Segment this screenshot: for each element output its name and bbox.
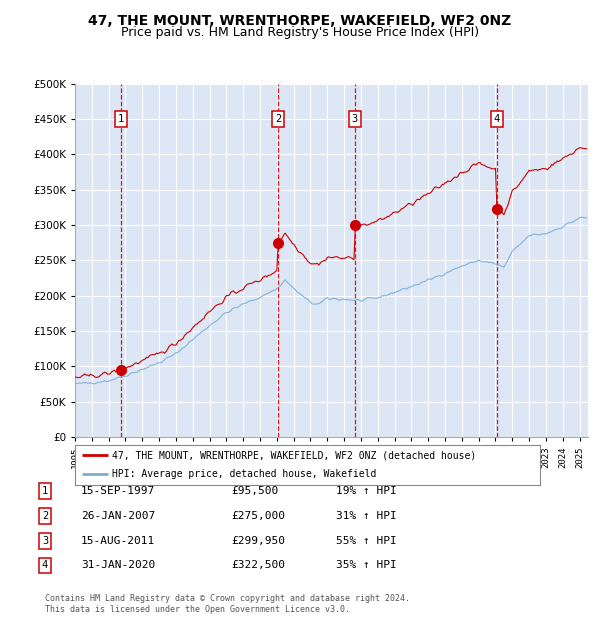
Text: £322,500: £322,500 [231, 560, 285, 570]
Text: 15-AUG-2011: 15-AUG-2011 [81, 536, 155, 546]
Text: £275,000: £275,000 [231, 511, 285, 521]
Text: 1: 1 [118, 114, 124, 124]
Text: 2: 2 [275, 114, 281, 124]
Text: £299,950: £299,950 [231, 536, 285, 546]
Text: 35% ↑ HPI: 35% ↑ HPI [336, 560, 397, 570]
Text: 3: 3 [42, 536, 48, 546]
Text: 3: 3 [352, 114, 358, 124]
Text: 4: 4 [494, 114, 500, 124]
Text: £95,500: £95,500 [231, 486, 278, 496]
Text: 47, THE MOUNT, WRENTHORPE, WAKEFIELD, WF2 0NZ (detached house): 47, THE MOUNT, WRENTHORPE, WAKEFIELD, WF… [112, 450, 476, 461]
Text: 31% ↑ HPI: 31% ↑ HPI [336, 511, 397, 521]
Text: 2: 2 [42, 511, 48, 521]
Text: Price paid vs. HM Land Registry's House Price Index (HPI): Price paid vs. HM Land Registry's House … [121, 26, 479, 39]
Text: 26-JAN-2007: 26-JAN-2007 [81, 511, 155, 521]
Text: This data is licensed under the Open Government Licence v3.0.: This data is licensed under the Open Gov… [45, 604, 350, 614]
Text: Contains HM Land Registry data © Crown copyright and database right 2024.: Contains HM Land Registry data © Crown c… [45, 593, 410, 603]
Text: 4: 4 [42, 560, 48, 570]
Text: 15-SEP-1997: 15-SEP-1997 [81, 486, 155, 496]
Text: 19% ↑ HPI: 19% ↑ HPI [336, 486, 397, 496]
Text: 47, THE MOUNT, WRENTHORPE, WAKEFIELD, WF2 0NZ: 47, THE MOUNT, WRENTHORPE, WAKEFIELD, WF… [88, 14, 512, 28]
Text: 31-JAN-2020: 31-JAN-2020 [81, 560, 155, 570]
Text: HPI: Average price, detached house, Wakefield: HPI: Average price, detached house, Wake… [112, 469, 377, 479]
Text: 1: 1 [42, 486, 48, 496]
Text: 55% ↑ HPI: 55% ↑ HPI [336, 536, 397, 546]
